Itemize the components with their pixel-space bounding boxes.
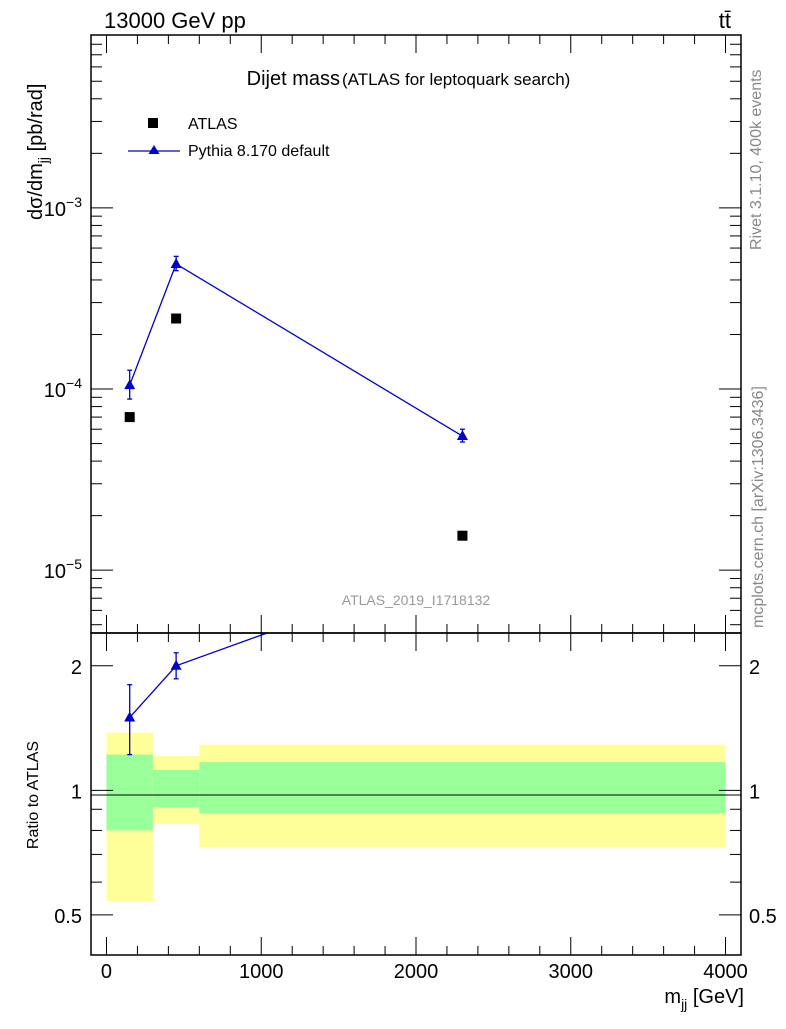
pythia-point xyxy=(170,257,182,268)
rivet-version-label: Rivet 3.1.10, 400k events xyxy=(748,69,765,250)
x-label-main: m xyxy=(664,986,681,1008)
x-tick-label: 3000 xyxy=(549,961,594,983)
x-tick-label: 2000 xyxy=(394,961,439,983)
legend-atlas-label: ATLAS xyxy=(188,116,238,133)
tick-base: 10 xyxy=(44,380,66,402)
pythia-line xyxy=(129,263,463,437)
x-tick-labels: 0 1000 2000 3000 4000 xyxy=(101,961,748,983)
green-band xyxy=(106,754,153,831)
ratio-y-tick-labels: 0.5 0.5 1 1 2 2 xyxy=(54,657,777,928)
y-label-sub: jj xyxy=(35,157,51,164)
legend: ATLAS Pythia 8.170 default xyxy=(128,116,330,160)
pythia-point xyxy=(124,379,136,390)
ratio-y-axis-label: Ratio to ATLAS xyxy=(25,741,42,849)
ratio-y-tick-label-right: 0.5 xyxy=(749,906,777,928)
tick-exponent: −4 xyxy=(66,375,82,391)
ratio-pythia-line xyxy=(129,633,270,718)
x-axis-label: mjj [GeV] xyxy=(664,986,744,1012)
ratio-y-tick-label-left: 1 xyxy=(71,781,82,803)
main-data-layer xyxy=(124,255,468,541)
legend-pythia-marker xyxy=(148,145,160,154)
ratio-pythia-point xyxy=(124,711,136,722)
energy-label: 13000 GeV pp xyxy=(104,8,246,33)
x-tick-label: 4000 xyxy=(703,961,748,983)
mcplots-label: mcplots.cern.ch [arXiv:1306.3436] xyxy=(750,386,767,628)
analysis-watermark: ATLAS_2019_I1718132 xyxy=(342,592,491,608)
chart-title: Dijet mass xyxy=(247,68,340,90)
main-y-tick-label: 10−5 xyxy=(44,556,82,583)
ratio-y-tick-label-right: 2 xyxy=(749,657,760,679)
ratio-pythia-point xyxy=(170,659,182,670)
ratio-y-tick-label-left: 2 xyxy=(71,657,82,679)
main-axis-ticks xyxy=(91,35,741,633)
main-y-axis-label: dσ/dmjj [pb/rad] xyxy=(25,84,51,220)
y-label-unit: [pb/rad] xyxy=(25,84,47,157)
green-band xyxy=(199,762,726,814)
ratio-y-tick-label-right: 1 xyxy=(749,781,760,803)
pythia-point xyxy=(456,430,468,441)
tick-base: 10 xyxy=(44,199,66,221)
legend-pythia-label: Pythia 8.170 default xyxy=(188,143,330,160)
main-y-tick-label: 10−3 xyxy=(44,194,82,221)
tick-exponent: −3 xyxy=(66,194,82,210)
ratio-axis-ticks xyxy=(91,633,741,956)
x-tick-label: 1000 xyxy=(239,961,284,983)
main-y-tick-label: 10−4 xyxy=(44,375,82,402)
ratio-uncertainty-bands xyxy=(106,732,726,902)
legend-atlas-marker xyxy=(148,118,158,128)
tick-base: 10 xyxy=(44,561,66,583)
ratio-data-layer xyxy=(124,557,468,756)
tick-exponent: −5 xyxy=(66,556,82,572)
y-label-main: dσ/dm xyxy=(25,163,47,220)
green-band xyxy=(152,769,200,808)
atlas-point xyxy=(457,530,468,541)
ratio-y-tick-label-left: 0.5 xyxy=(54,906,82,928)
x-label-sub: jj xyxy=(680,996,687,1012)
atlas-point xyxy=(171,313,182,324)
main-y-tick-labels: 10−310−410−5 xyxy=(44,194,82,583)
x-label-unit: [GeV] xyxy=(687,986,744,1008)
atlas-point xyxy=(124,412,135,423)
process-label: tt̄ xyxy=(719,8,731,33)
ratio-pythia-point xyxy=(457,557,468,567)
chart-subtitle: (ATLAS for leptoquark search) xyxy=(342,70,570,89)
ratio-frame xyxy=(90,632,742,956)
x-tick-label: 0 xyxy=(101,961,112,983)
